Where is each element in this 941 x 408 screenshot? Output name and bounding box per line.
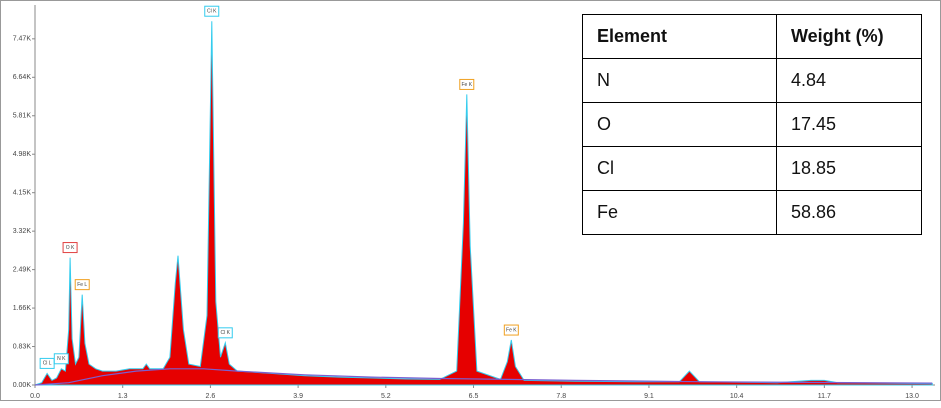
table-cell: 58.86 [776, 190, 922, 235]
peak-label-box [74, 279, 90, 291]
peak-label: Cl K [217, 327, 233, 339]
table-cell: Cl [582, 146, 777, 191]
peak-label-box [62, 242, 78, 254]
peak-label-box [53, 353, 69, 365]
header-cell: Weight (%) [776, 14, 922, 59]
header-cell: Element [582, 14, 777, 59]
peak-label-text: N K [57, 356, 66, 362]
table-cell: N [582, 58, 777, 103]
header-row: Element Weight (%) [582, 14, 922, 59]
peak-label-text: Fe K [506, 327, 517, 333]
y-tick-label: 3.32K [13, 228, 32, 235]
peak-label: Fe K [459, 78, 475, 90]
results-table: Element Weight (%) N 4.84 O 17.45 Cl 18.85 Fe 5… [582, 14, 922, 235]
y-tick-label: 4.15K [13, 190, 32, 197]
x-tick-label: 9.1 [644, 393, 654, 400]
x-tick-label: 6.5 [469, 393, 479, 400]
x-tick-label: 11.7 [818, 393, 831, 400]
y-tick-label: 4.98K [13, 151, 32, 158]
x-tick-label: 5.2 [381, 393, 391, 400]
peak-label-box [217, 327, 233, 339]
background-curve [34, 368, 933, 386]
peak-label-box [459, 78, 475, 90]
y-tick-label: 0.00K [13, 382, 32, 389]
y-tick-label: 2.49K [13, 266, 32, 273]
peak-label-text: Cl L [43, 361, 52, 367]
y-tick-label: 1.66K [13, 305, 32, 312]
table-cell: 17.45 [776, 102, 922, 147]
table-row: Cl 18.85 [582, 146, 922, 191]
table-row: Fe 58.86 [582, 190, 922, 235]
x-tick-label: 13.0 [905, 393, 919, 400]
peak-label-text: Fe K [462, 82, 473, 88]
y-tick-label: 6.64K [13, 74, 32, 81]
x-tick-label: 3.9 [293, 393, 303, 400]
peak-label: Fe K [503, 324, 519, 336]
y-tick-label: 5.81K [13, 113, 32, 120]
table-row: O 17.45 [582, 102, 922, 147]
peak-label: Fe L [74, 279, 90, 291]
peak-label-text: Cl K [207, 9, 217, 15]
peak-label-box [503, 324, 519, 336]
peak-label: O K [62, 242, 78, 254]
peak-label-box [204, 5, 220, 17]
y-tick-label: 0.83K [13, 343, 32, 350]
table-cell: Fe [582, 190, 777, 235]
peak-label: N K [53, 353, 69, 365]
table-row: N 4.84 [582, 58, 922, 103]
x-tick-label: 2.6 [206, 393, 216, 400]
x-tick-label: 10.4 [730, 393, 744, 400]
peak-label-text: Cl K [221, 330, 231, 336]
y-tick-label: 7.47K [13, 36, 32, 43]
x-tick-label: 1.3 [118, 393, 128, 400]
peak-label-text: O K [66, 245, 75, 251]
table-cell: 4.84 [776, 58, 922, 103]
x-tick-label: 0.0 [30, 393, 40, 400]
peak-label: Cl K [204, 5, 220, 17]
peak-label-text: Fe L [77, 282, 87, 288]
table-cell: 18.85 [776, 146, 922, 191]
table-cell: O [582, 102, 777, 147]
x-tick-label: 7.8 [556, 393, 566, 400]
peak-label: Cl L [39, 357, 55, 369]
